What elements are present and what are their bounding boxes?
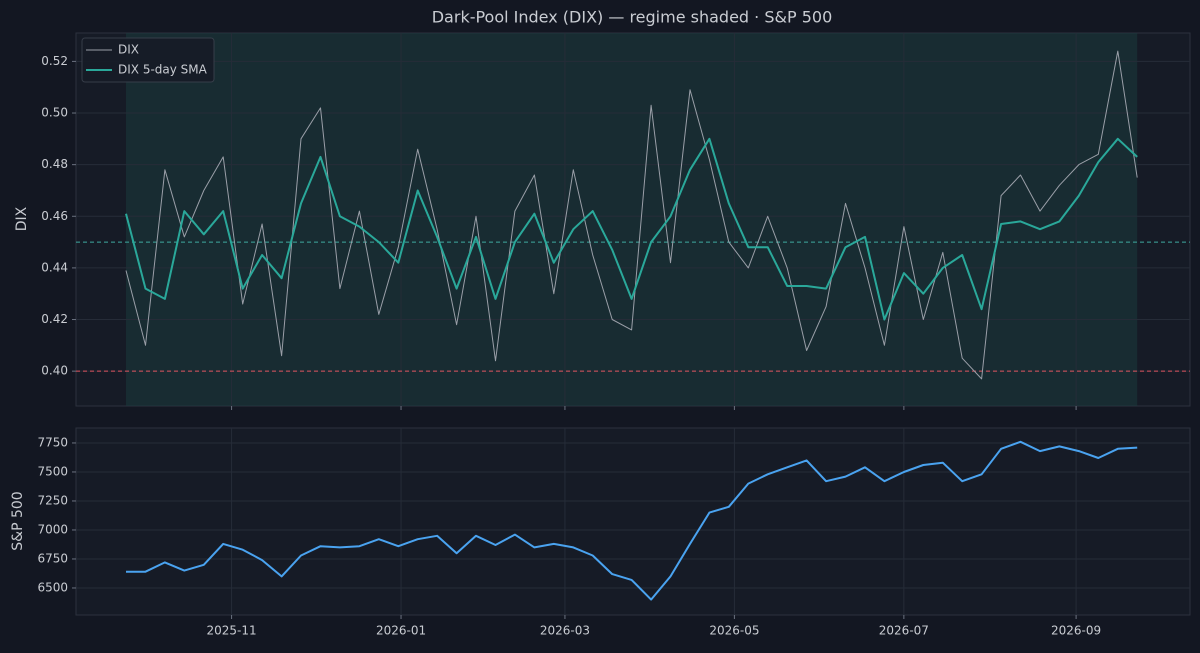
y-axis-label: S&P 500 <box>10 491 26 550</box>
x-tick-label: 2026-05 <box>709 624 759 638</box>
y-tick-label: 0.48 <box>41 157 68 171</box>
y-tick-label: 0.40 <box>41 364 68 378</box>
y-tick-label: 0.50 <box>41 106 68 120</box>
y-axis-label: DIX <box>14 206 30 231</box>
y-tick-label: 6750 <box>37 551 68 565</box>
series-line <box>125 137 1138 321</box>
y-tick-label: 6500 <box>37 580 68 594</box>
series-line <box>125 50 1138 380</box>
y-tick-label: 7000 <box>37 522 68 536</box>
x-tick-label: 2025-11 <box>207 624 257 638</box>
y-tick-label: 7750 <box>37 435 68 449</box>
y-tick-label: 0.46 <box>41 209 68 223</box>
y-tick-label: 7500 <box>37 464 68 478</box>
y-tick-label: 7250 <box>37 493 68 507</box>
plot-area <box>75 427 1191 616</box>
series-line <box>126 440 1138 601</box>
y-tick-label: 0.44 <box>41 260 68 274</box>
x-tick-label: 2026-07 <box>879 624 929 638</box>
legend-label: DIX 5-day SMA <box>118 63 208 77</box>
x-tick-label: 2026-03 <box>540 624 590 638</box>
y-tick-label: 0.52 <box>41 54 68 68</box>
chart-title: Dark-Pool Index (DIX) — regime shaded · … <box>432 8 833 27</box>
regime-shade <box>126 33 1138 406</box>
legend-box <box>81 37 215 83</box>
x-tick-label: 2026-09 <box>1051 624 1101 638</box>
y-tick-label: 0.42 <box>41 312 68 326</box>
legend-label: DIX <box>118 43 139 57</box>
x-tick-label: 2026-01 <box>376 624 426 638</box>
